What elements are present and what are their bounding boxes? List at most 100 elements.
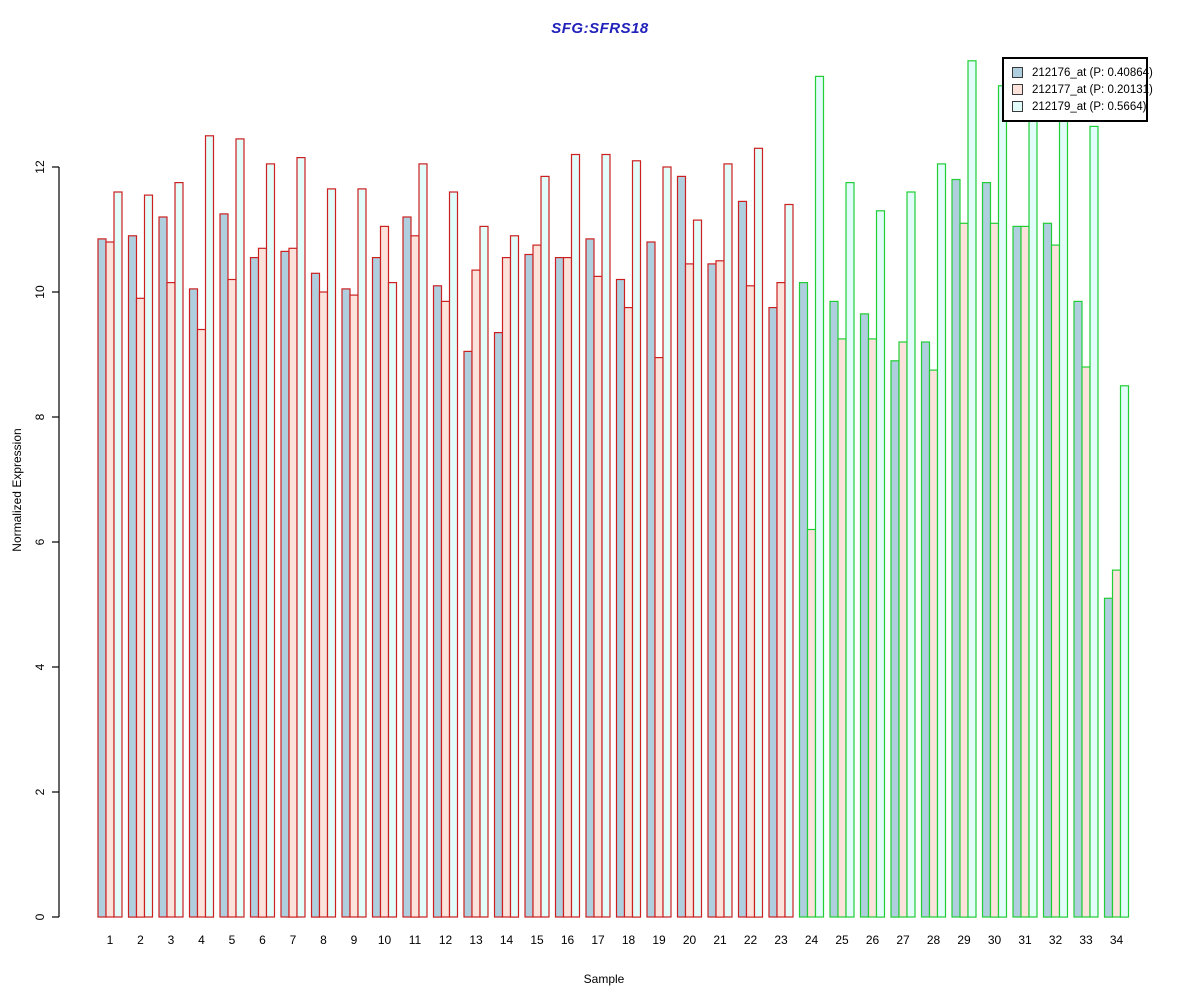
x-tick-label: 20 <box>683 933 697 947</box>
bar-sample16-series3 <box>570 153 581 918</box>
bar-sample12-series2 <box>440 300 451 918</box>
bar-sample33-series2 <box>1081 366 1091 918</box>
bar-sample28-series1 <box>920 341 931 918</box>
x-tick-label: 11 <box>409 933 422 947</box>
bar-sample34-series2 <box>1111 569 1122 918</box>
y-tick-label: 12 <box>33 160 47 174</box>
bar-sample24-series1 <box>798 282 809 918</box>
legend-item: 212176_at (P: 0.40864) <box>1012 64 1153 81</box>
bar-sample12-series1 <box>432 285 443 918</box>
bar-sample17-series3 <box>601 153 611 918</box>
bar-sample34-series1 <box>1103 597 1114 918</box>
bar-sample7-series1 <box>280 250 290 918</box>
bar-sample20-series3 <box>692 219 703 918</box>
bar-sample3-series1 <box>158 216 168 918</box>
bar-sample7-series2 <box>288 247 298 918</box>
bar-sample33-series3 <box>1089 125 1099 918</box>
bar-sample5-series2 <box>227 278 237 918</box>
bar-sample25-series2 <box>837 338 847 918</box>
x-tick-label: 18 <box>622 933 636 947</box>
bar-sample26-series1 <box>859 313 870 918</box>
bar-sample14-series1 <box>493 332 504 918</box>
x-tick-label: 28 <box>927 933 941 947</box>
x-tick-label: 16 <box>561 933 575 947</box>
bar-sample5-series1 <box>219 213 229 918</box>
x-tick-label: 24 <box>805 933 819 947</box>
bar-sample29-series2 <box>959 222 969 918</box>
legend-item: 212179_at (P: 0.5664) <box>1012 98 1146 115</box>
bar-sample18-series1 <box>615 278 626 918</box>
y-tick-label: 8 <box>33 413 47 420</box>
bar-sample12-series3 <box>448 191 459 918</box>
bar-sample34-series3 <box>1119 385 1130 918</box>
bar-sample27-series1 <box>890 360 900 918</box>
bar-sample17-series2 <box>593 275 603 918</box>
bar-sample31-series1 <box>1012 225 1022 918</box>
bar-sample2-series2 <box>135 297 146 918</box>
bar-sample14-series3 <box>509 235 520 918</box>
y-tick-label: 6 <box>33 538 47 545</box>
bar-sample16-series1 <box>554 257 565 918</box>
bar-sample25-series3 <box>845 182 855 918</box>
bar-sample6-series2 <box>257 247 268 918</box>
x-tick-label: 31 <box>1018 933 1032 947</box>
bar-sample30-series3 <box>997 85 1008 918</box>
bar-sample15-series3 <box>540 175 550 918</box>
bar-sample21-series2 <box>715 260 725 918</box>
x-tick-label: 7 <box>290 933 297 947</box>
bar-sample31-series3 <box>1028 103 1038 918</box>
bar-sample27-series3 <box>906 191 916 918</box>
bar-sample20-series2 <box>684 263 695 918</box>
bar-sample32-series3 <box>1058 110 1069 918</box>
x-tick-label: 23 <box>774 933 788 947</box>
bar-sample13-series2 <box>471 269 481 918</box>
bar-sample8-series2 <box>318 291 329 918</box>
bar-sample19-series2 <box>654 357 664 918</box>
bar-sample27-series2 <box>898 341 908 918</box>
bar-sample24-series2 <box>806 528 817 918</box>
legend-label: 212179_at (P: 0.5664) <box>1032 100 1147 113</box>
bar-sample31-series2 <box>1020 225 1030 918</box>
bar-sample30-series2 <box>989 222 1000 918</box>
bar-sample9-series3 <box>357 188 367 918</box>
x-tick-label: 33 <box>1079 933 1093 947</box>
x-tick-label: 13 <box>469 933 483 947</box>
bar-sample28-series3 <box>936 163 947 918</box>
bar-sample19-series3 <box>662 166 672 918</box>
bar-sample2-series1 <box>127 235 138 918</box>
bar-sample14-series2 <box>501 257 512 918</box>
bar-sample9-series2 <box>349 294 359 918</box>
x-tick-label: 32 <box>1049 933 1063 947</box>
bar-sample22-series3 <box>753 147 764 918</box>
bar-sample6-series1 <box>249 257 260 918</box>
legend-swatch-icon <box>1012 67 1023 78</box>
bar-sample28-series2 <box>928 369 939 918</box>
bar-sample4-series1 <box>188 288 199 918</box>
bar-sample18-series3 <box>631 160 642 918</box>
bar-sample11-series1 <box>402 216 412 918</box>
bar-sample1-series1 <box>97 238 107 918</box>
x-tick-label: 21 <box>713 933 727 947</box>
bar-sample26-series3 <box>875 210 886 918</box>
bar-sample29-series3 <box>967 60 977 918</box>
x-tick-label: 10 <box>378 933 392 947</box>
x-tick-label: 12 <box>439 933 453 947</box>
x-tick-label: 1 <box>107 933 114 947</box>
bar-sample6-series3 <box>265 163 276 918</box>
bar-sample2-series3 <box>143 194 154 918</box>
bar-sample15-series2 <box>532 244 542 918</box>
bar-sample13-series3 <box>479 225 489 918</box>
bar-sample5-series3 <box>235 138 245 918</box>
x-tick-label: 6 <box>259 933 266 947</box>
x-tick-label: 34 <box>1110 933 1124 947</box>
x-tick-label: 29 <box>957 933 971 947</box>
x-tick-label: 27 <box>896 933 910 947</box>
bar-sample21-series1 <box>707 263 717 918</box>
x-tick-label: 15 <box>530 933 544 947</box>
bar-sample4-series3 <box>204 135 215 918</box>
bar-sample13-series1 <box>463 350 473 918</box>
y-axis-title: Normalized Expression <box>10 428 24 552</box>
bar-sample23-series1 <box>768 307 778 918</box>
bar-sample4-series2 <box>196 328 207 918</box>
